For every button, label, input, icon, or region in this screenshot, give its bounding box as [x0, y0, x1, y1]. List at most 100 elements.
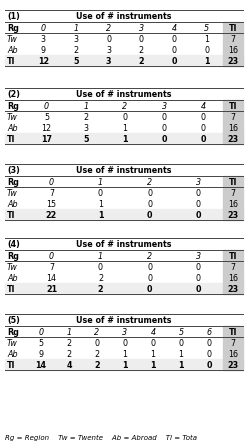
- Text: 16: 16: [228, 46, 238, 55]
- Text: 3: 3: [196, 178, 201, 187]
- Text: 23: 23: [228, 211, 238, 220]
- Text: 5: 5: [83, 135, 88, 144]
- Text: 7: 7: [230, 189, 235, 198]
- Text: 0: 0: [94, 339, 100, 348]
- Text: 6: 6: [206, 328, 212, 337]
- Text: Rg: Rg: [7, 24, 19, 33]
- Text: Use of # instruments: Use of # instruments: [76, 166, 172, 175]
- Text: 0: 0: [106, 35, 111, 44]
- Text: (5): (5): [7, 316, 20, 325]
- Text: 0: 0: [196, 189, 201, 198]
- Bar: [223, 198, 243, 209]
- Text: 16: 16: [228, 274, 238, 283]
- Text: 5: 5: [44, 113, 49, 122]
- Text: 3: 3: [162, 102, 167, 111]
- Text: Ab: Ab: [7, 350, 18, 359]
- Text: 1: 1: [150, 361, 156, 370]
- Text: Use of # instruments: Use of # instruments: [76, 316, 172, 325]
- Text: 0: 0: [147, 263, 152, 272]
- Text: 7: 7: [49, 189, 54, 198]
- Text: Tw: Tw: [7, 263, 18, 272]
- Bar: [223, 100, 243, 111]
- Text: 0: 0: [150, 339, 156, 348]
- Text: 0: 0: [172, 46, 176, 55]
- Text: 5: 5: [38, 339, 44, 348]
- Text: Tl: Tl: [7, 135, 16, 144]
- Bar: [223, 111, 243, 122]
- Text: Tl: Tl: [229, 328, 237, 337]
- Bar: [223, 209, 243, 220]
- Text: 17: 17: [41, 135, 52, 144]
- Text: Tl: Tl: [7, 361, 16, 370]
- Bar: [223, 283, 243, 294]
- Text: 0: 0: [204, 46, 209, 55]
- Text: Rg: Rg: [7, 102, 19, 111]
- Text: 23: 23: [228, 285, 238, 294]
- Bar: [5, 209, 243, 220]
- Bar: [223, 33, 243, 44]
- Text: 9: 9: [38, 350, 44, 359]
- Text: 23: 23: [228, 57, 238, 66]
- Text: 2: 2: [94, 361, 100, 370]
- Text: 2: 2: [66, 350, 71, 359]
- Text: Rg: Rg: [7, 328, 19, 337]
- Text: 16: 16: [228, 350, 238, 359]
- Text: Tl: Tl: [229, 252, 237, 261]
- Text: 16: 16: [228, 124, 238, 133]
- Text: Use of # instruments: Use of # instruments: [76, 12, 172, 21]
- Text: 0: 0: [98, 189, 103, 198]
- Text: 1: 1: [74, 24, 78, 33]
- Bar: [223, 326, 243, 337]
- Text: 2: 2: [66, 339, 71, 348]
- Text: 2: 2: [106, 24, 111, 33]
- Text: 1: 1: [122, 361, 128, 370]
- Text: 1: 1: [98, 200, 103, 209]
- Text: 0: 0: [162, 113, 167, 122]
- Text: (4): (4): [7, 240, 20, 249]
- Text: 7: 7: [49, 263, 54, 272]
- Text: 14: 14: [36, 361, 46, 370]
- Text: 1: 1: [98, 252, 103, 261]
- Text: Rg: Rg: [7, 252, 19, 261]
- Text: 0: 0: [201, 124, 206, 133]
- Text: Use of # instruments: Use of # instruments: [76, 240, 172, 249]
- Text: Tw: Tw: [7, 189, 18, 198]
- Text: Use of # instruments: Use of # instruments: [76, 90, 172, 99]
- Bar: [223, 22, 243, 33]
- Text: 0: 0: [41, 24, 46, 33]
- Text: 0: 0: [147, 200, 152, 209]
- Text: (1): (1): [7, 12, 20, 21]
- Text: Tl: Tl: [7, 211, 16, 220]
- Text: 4: 4: [150, 328, 156, 337]
- Text: Tl: Tl: [7, 57, 16, 66]
- Text: 2: 2: [94, 350, 100, 359]
- Text: 4: 4: [172, 24, 176, 33]
- Text: 0: 0: [98, 263, 103, 272]
- Text: 23: 23: [228, 361, 238, 370]
- Text: 3: 3: [139, 24, 144, 33]
- Text: 2: 2: [122, 102, 128, 111]
- Text: 0: 0: [49, 178, 54, 187]
- Bar: [223, 250, 243, 261]
- Text: 2: 2: [98, 285, 103, 294]
- Text: 3: 3: [83, 124, 88, 133]
- Text: 0: 0: [49, 252, 54, 261]
- Text: 5: 5: [73, 57, 79, 66]
- Text: Tw: Tw: [7, 339, 18, 348]
- Text: Tl: Tl: [229, 24, 237, 33]
- Text: 3: 3: [106, 46, 111, 55]
- Text: 0: 0: [147, 274, 152, 283]
- Text: 1: 1: [122, 135, 128, 144]
- Text: 2: 2: [138, 57, 144, 66]
- Text: 7: 7: [230, 113, 235, 122]
- Text: 3: 3: [74, 35, 78, 44]
- Text: 5: 5: [204, 24, 209, 33]
- Text: 0: 0: [178, 339, 184, 348]
- Text: 9: 9: [41, 46, 46, 55]
- Text: 0: 0: [147, 211, 152, 220]
- Text: 21: 21: [46, 285, 57, 294]
- Bar: [223, 272, 243, 283]
- Text: 0: 0: [196, 274, 201, 283]
- Bar: [223, 122, 243, 133]
- Text: 0: 0: [162, 135, 167, 144]
